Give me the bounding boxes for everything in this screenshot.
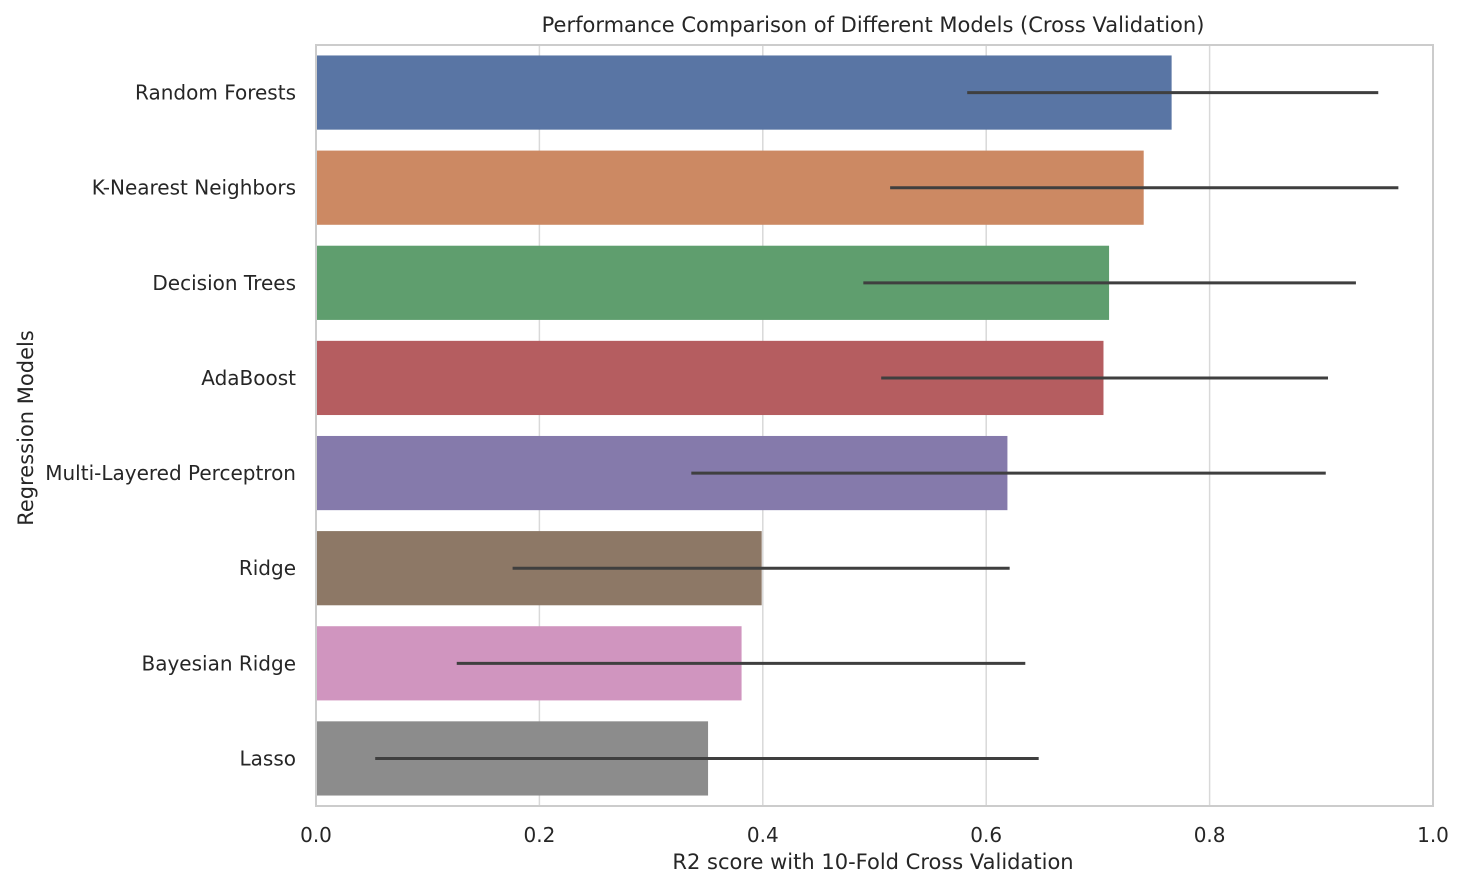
x-axis-label: R2 score with 10-Fold Cross Validation [672, 850, 1073, 874]
x-tick-label: 0.8 [1194, 823, 1226, 847]
x-tick-label: 0.6 [970, 823, 1002, 847]
plot-frame [315, 44, 1434, 807]
bars [316, 55, 1172, 796]
y-category-label: Multi-Layered Perceptron [45, 461, 296, 485]
y-category-label: Decision Trees [152, 271, 296, 295]
chart-title: Performance Comparison of Different Mode… [542, 13, 1205, 37]
x-tick-label: 0.0 [300, 823, 332, 847]
y-category-label: Bayesian Ridge [141, 651, 296, 675]
error-bars [375, 91, 1399, 760]
x-tick-labels: 0.0 0.2 0.4 0.6 0.8 1.0 [300, 823, 1449, 847]
x-tick-label: 0.4 [747, 823, 779, 847]
y-category-label: Lasso [240, 746, 296, 770]
y-category-label: K-Nearest Neighbors [92, 176, 296, 200]
y-category-labels: Random Forests K-Nearest Neighbors Decisio… [45, 81, 296, 771]
y-category-label: AdaBoost [201, 366, 296, 390]
x-tick-label: 1.0 [1417, 823, 1449, 847]
y-axis-label: Regression Models [14, 330, 38, 526]
y-category-label: Ridge [239, 556, 296, 580]
x-tick-label: 0.2 [523, 823, 555, 847]
y-category-label: Random Forests [135, 81, 296, 105]
